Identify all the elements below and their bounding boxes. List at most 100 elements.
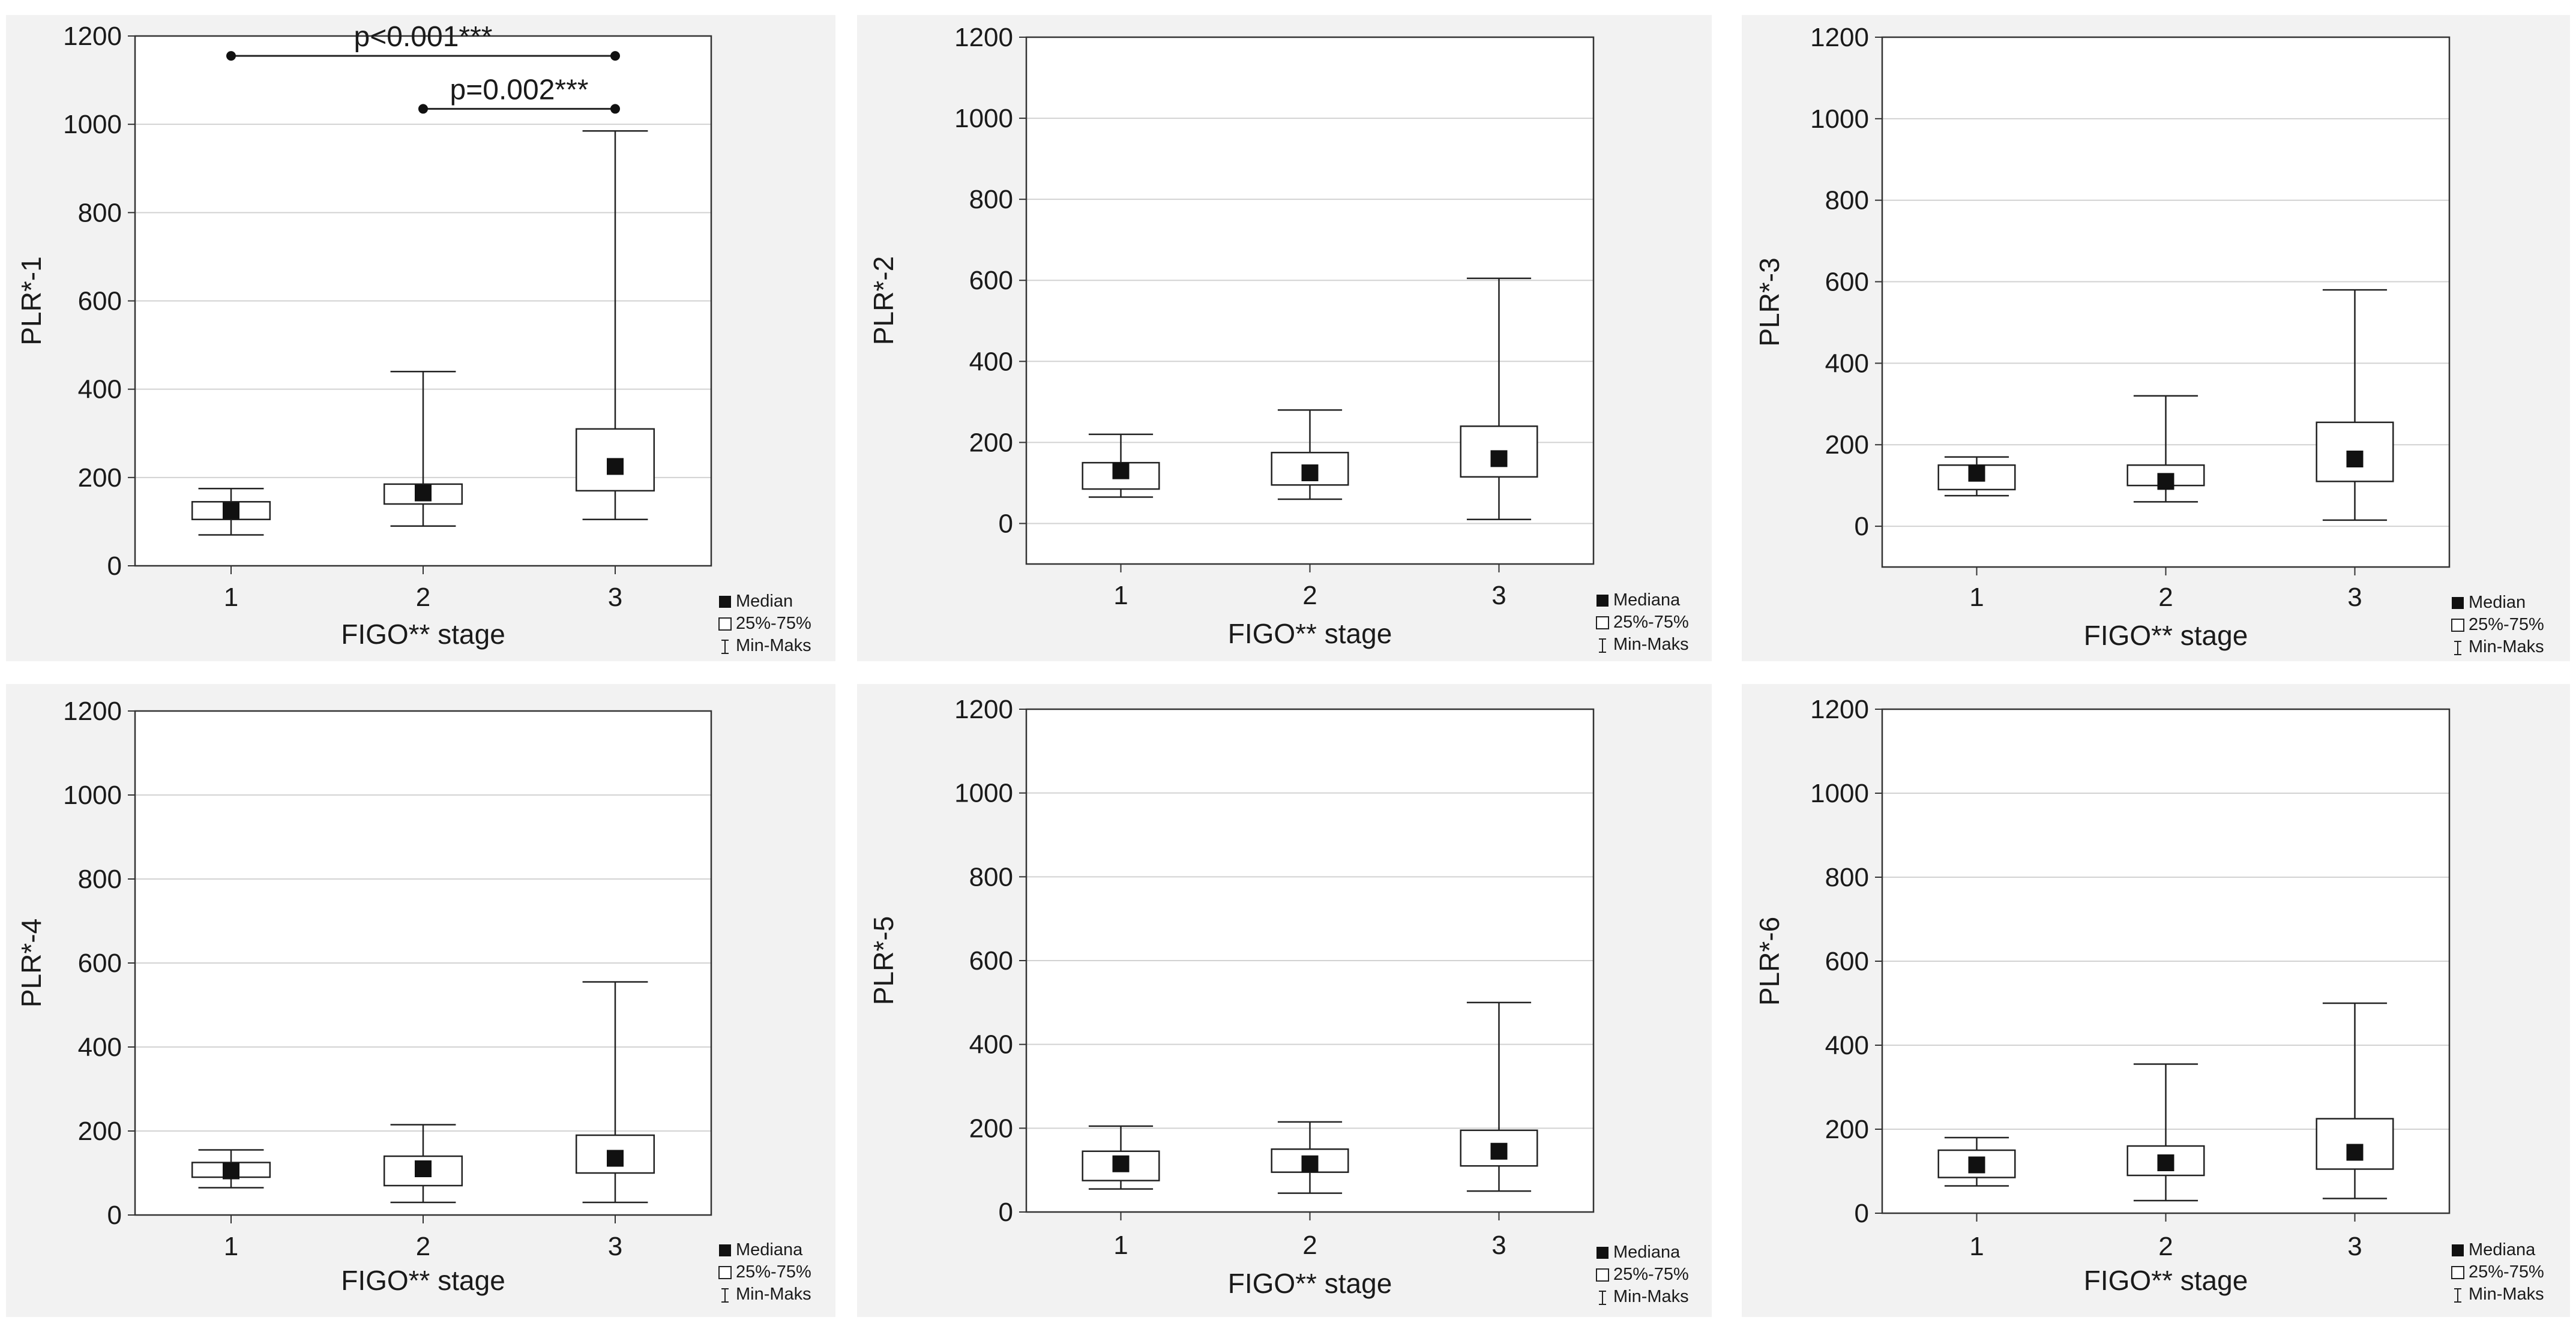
x-tick-label: 2 <box>2158 583 2173 612</box>
box-stage-2 <box>2126 1063 2205 1202</box>
legend: Mediana 25%-75% Min-Maks <box>2451 1240 2544 1304</box>
y-tick-label: 400 <box>78 375 122 404</box>
legend-label: 25%-75% <box>1613 613 1689 632</box>
box-stage-1 <box>191 1149 271 1189</box>
box-stage-3 <box>1460 1001 1538 1192</box>
x-axis-label: FIGO** stage <box>2084 620 2248 651</box>
y-tick-label: 1200 <box>954 695 1013 724</box>
x-axis-label: FIGO** stage <box>341 1265 505 1296</box>
box-stage-1 <box>1937 456 2016 497</box>
median-marker <box>223 502 239 520</box>
y-axis-label: PLR*-4 <box>16 919 47 1007</box>
median-marker <box>1112 462 1130 479</box>
median-marker <box>415 1160 432 1177</box>
y-tick-label: 600 <box>969 946 1013 976</box>
chart-panel-1: 0 200 400 600 800 1000 1200 1 2 3 p<0.001*** p=0.00… <box>6 15 835 661</box>
y-axis-label: PLR*-3 <box>1754 257 1785 346</box>
x-tick-label: 3 <box>2347 583 2362 612</box>
y-tick-label: 0 <box>107 1201 122 1230</box>
median-marker <box>223 1162 239 1180</box>
y-tick-label: 400 <box>78 1033 122 1062</box>
x-tick-label: 3 <box>1491 581 1506 610</box>
legend-label: Min-Maks <box>2469 1285 2544 1304</box>
legend-median-icon <box>719 1244 731 1256</box>
y-tick-label: 200 <box>969 1114 1013 1143</box>
x-tick-label: 3 <box>2347 1232 2362 1261</box>
box-plot-3: 0 200 400 600 800 1000 1200 1 2 3 FIGO** stage PLR*… <box>1754 23 2544 656</box>
legend-box-icon <box>718 1266 732 1279</box>
y-tick-label: 600 <box>1825 947 1869 976</box>
x-tick-label: 1 <box>1969 583 1984 612</box>
y-tick-label: 1000 <box>63 110 122 139</box>
y-axis-label: PLR*-1 <box>16 256 47 345</box>
y-tick-label: 800 <box>1825 186 1869 215</box>
y-tick-label: 1200 <box>63 22 122 51</box>
x-tick-label: 3 <box>1491 1231 1506 1260</box>
y-tick-label: 800 <box>969 185 1013 214</box>
y-tick-label: 200 <box>1825 1115 1869 1144</box>
box-stage-2 <box>1271 409 1349 500</box>
legend: Mediana 25%-75% Min-Maks <box>718 1240 811 1304</box>
box-stage-2 <box>1271 1121 1349 1194</box>
y-tick-label: 0 <box>1855 512 1869 541</box>
legend-box-icon <box>718 617 732 631</box>
box-stage-3 <box>575 130 655 520</box>
y-tick-label: 1000 <box>1810 779 1869 808</box>
legend-box-icon <box>1596 1268 1609 1282</box>
box-stage-3 <box>575 981 655 1204</box>
legend-label: 25%-75% <box>736 1262 811 1282</box>
legend-label: Median <box>736 592 793 611</box>
y-axis-label: PLR*-6 <box>1754 917 1785 1006</box>
x-axis-label: FIGO** stage <box>2084 1265 2248 1296</box>
y-tick-label: 400 <box>969 1030 1013 1060</box>
x-tick-label: 2 <box>1302 1231 1317 1260</box>
x-tick-label: 1 <box>1969 1232 1984 1261</box>
chart-panel-4: 0 200 400 600 800 1000 1200 1 2 3 FIGO** stage PLR*… <box>6 684 835 1317</box>
bracket-end-dot <box>418 104 428 114</box>
legend-median-icon <box>1596 595 1608 607</box>
y-tick-label: 1200 <box>1810 695 1869 724</box>
y-tick-label: 1000 <box>954 104 1013 133</box>
box-plot-2: 0 200 400 600 800 1000 1200 1 2 3 FIGO** stage PLR*… <box>868 23 1689 654</box>
median-marker <box>1968 464 1985 482</box>
legend: Median 25%-75% Min-Maks <box>718 592 811 655</box>
bracket-end-dot <box>226 51 236 61</box>
y-tick-label: 1200 <box>63 697 122 726</box>
legend-box-icon <box>2451 1266 2464 1279</box>
chart-panel-3: 0 200 400 600 800 1000 1200 1 2 3 FIGO** stage PLR*… <box>1742 15 2570 661</box>
legend-label: 25%-75% <box>736 614 811 633</box>
median-marker <box>2346 451 2364 468</box>
median-marker <box>607 1150 624 1167</box>
legend-box-icon <box>2451 619 2464 632</box>
significance-label: p=0.002*** <box>450 74 589 106</box>
median-marker <box>1968 1156 1985 1174</box>
x-tick-label: 2 <box>1302 581 1317 610</box>
box-stage-1 <box>1937 1136 2016 1187</box>
x-tick-label: 1 <box>224 1232 238 1261</box>
y-tick-label: 1200 <box>1810 23 1869 52</box>
legend-median-icon <box>719 596 731 608</box>
legend-label: 25%-75% <box>2469 615 2544 634</box>
median-marker <box>1301 464 1319 482</box>
box-stage-2 <box>383 1124 463 1204</box>
y-tick-label: 0 <box>999 1198 1013 1227</box>
legend-label: Mediana <box>1613 1243 1681 1262</box>
x-tick-label: 2 <box>416 583 430 612</box>
y-tick-label: 800 <box>78 865 122 894</box>
y-tick-label: 0 <box>1855 1199 1869 1228</box>
y-tick-label: 600 <box>1825 268 1869 297</box>
legend-label: Mediana <box>2469 1240 2536 1259</box>
y-tick-label: 600 <box>78 949 122 978</box>
legend-label: Min-Maks <box>1613 635 1689 654</box>
y-tick-label: 400 <box>969 347 1013 376</box>
legend-label: 25%-75% <box>1613 1265 1689 1284</box>
median-marker <box>2157 1154 2174 1171</box>
legend-label: Min-Maks <box>2469 637 2544 656</box>
y-tick-label: 800 <box>1825 863 1869 892</box>
median-marker <box>607 458 624 475</box>
x-axis-label: FIGO** stage <box>1228 618 1392 649</box>
legend: Median 25%-75% Min-Maks <box>2451 593 2544 656</box>
y-tick-label: 0 <box>107 551 122 581</box>
x-tick-label: 1 <box>1113 1231 1128 1260</box>
y-tick-label: 800 <box>969 862 1013 892</box>
